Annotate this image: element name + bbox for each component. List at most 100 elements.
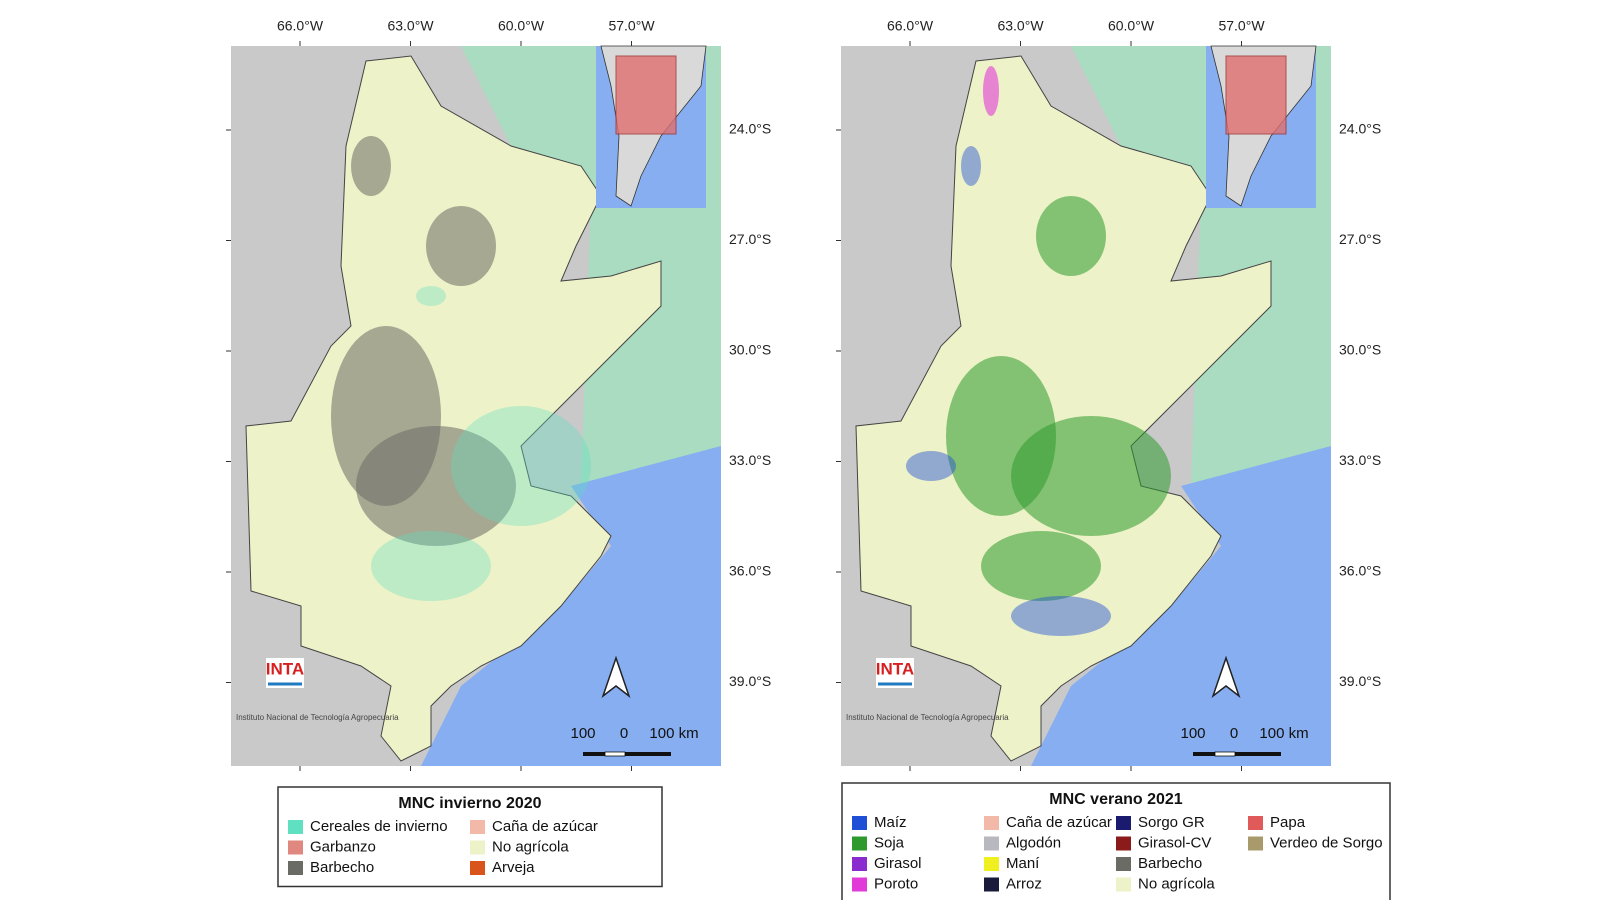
legend-swatch [470,820,485,834]
legend-label: Garbanzo [310,838,376,855]
latitude-label: 24.0°S [729,121,771,137]
legend-swatch [984,877,999,892]
legend-label: Cereales de invierno [310,818,448,835]
legend-label: Girasol [874,855,922,872]
latitude-label: 39.0°S [1339,673,1381,689]
logo: INTA [266,659,304,678]
legend-swatch [1116,816,1131,830]
ocean [1031,446,1331,766]
longitude-label: 60.0°W [1108,18,1155,34]
logo: INTA [876,659,914,678]
ocean [421,446,721,766]
legend-label: Verdeo de Sorgo [1270,834,1383,851]
longitude-label: 60.0°W [498,18,545,34]
logo-caption: Instituto Nacional de Tecnología Agropec… [236,713,399,722]
legend-label: Arroz [1006,875,1042,892]
latitude-label: 27.0°S [1339,231,1381,247]
crop-area [356,426,516,546]
logo-caption: Instituto Nacional de Tecnología Agropec… [846,713,1009,722]
scale-bar-segment [604,751,626,757]
legend-swatch [288,840,303,855]
north-arrow [601,655,631,699]
legend-swatch [852,836,867,851]
legend-label: Girasol-CV [1138,834,1211,851]
longitude-label: 66.0°W [887,18,934,34]
legend-swatch [470,840,485,855]
latitude-label: 36.0°S [729,563,771,579]
legend-label: Soja [874,834,905,851]
crop-area [906,451,956,481]
legend-swatch [852,877,867,892]
legend-swatch [1248,836,1263,851]
legend-label: No agrícola [492,838,569,855]
legend-swatch [984,857,999,871]
scale-label: 0 [1230,725,1238,742]
legend-label: Poroto [874,875,918,892]
legend-swatch [1116,857,1131,871]
scale-bar [1193,752,1281,756]
legend-swatch [288,861,303,875]
legend-title: MNC invierno 2020 [398,795,541,812]
crop-area [416,286,446,306]
legend-label: Maíz [874,814,907,831]
crop-area [426,206,496,286]
latitude-label: 27.0°S [729,231,771,247]
scale-label: 0 [620,725,628,742]
legend-swatch [852,857,867,871]
legend-label: Barbecho [1138,855,1202,872]
crop-area [1011,596,1111,636]
crop-area [371,531,491,601]
legend-label: Papa [1270,814,1306,831]
inset-extent [1225,55,1287,135]
legend-label: No agrícola [1138,875,1215,892]
crop-area [451,406,591,526]
latitude-label: 30.0°S [729,342,771,358]
longitude-label: 57.0°W [1218,18,1265,34]
latitude-label: 30.0°S [1339,342,1381,358]
latitude-label: 39.0°S [729,673,771,689]
study-region [245,55,662,762]
latitude-label: 24.0°S [1339,121,1381,137]
scale-label: 100 km [649,725,698,742]
legend-label: Sorgo GR [1138,814,1205,831]
legend-swatch [1116,877,1131,892]
crop-area [961,146,981,186]
study-region [855,55,1272,762]
legend-label: Barbecho [310,859,374,876]
map-panel: 66.0°W 63.0°W 60.0°W 57.0°W 24.0°S 27.0°S 30.0… [226,18,771,888]
legend-title: MNC verano 2021 [1049,791,1182,808]
crop-area [981,531,1101,601]
legend-label: Caña de azúcar [492,818,598,835]
legend-label: Arveja [492,859,535,876]
legend-label: Algodón [1006,834,1061,851]
legend-swatch [1116,836,1131,851]
scale-label: 100 [570,725,595,742]
scale-bar [583,752,671,756]
latitude-label: 33.0°S [1339,452,1381,468]
legend-swatch [984,816,999,830]
legend-swatch [984,836,999,851]
scale-label: 100 [1180,725,1205,742]
longitude-label: 63.0°W [997,18,1044,34]
latitude-label: 33.0°S [729,452,771,468]
north-arrow [1211,655,1241,699]
legend-label: Maní [1006,855,1040,872]
scale-bar-segment [1214,751,1236,757]
legend-swatch [288,820,303,834]
crop-area [946,356,1056,516]
crop-area [351,136,391,196]
inset-extent [615,55,677,135]
longitude-label: 57.0°W [608,18,655,34]
crop-area [1036,196,1106,276]
legend-label: Caña de azúcar [1006,814,1112,831]
scale-label: 100 km [1259,725,1308,742]
latitude-label: 36.0°S [1339,563,1381,579]
map-panel: 66.0°W 63.0°W 60.0°W 57.0°W 24.0°S 27.0°S 30.0… [836,18,1391,904]
legend-swatch [470,861,485,875]
longitude-label: 63.0°W [387,18,434,34]
legend-swatch [852,816,867,830]
crop-area [983,66,999,116]
longitude-label: 66.0°W [277,18,324,34]
legend-swatch [1248,816,1263,830]
